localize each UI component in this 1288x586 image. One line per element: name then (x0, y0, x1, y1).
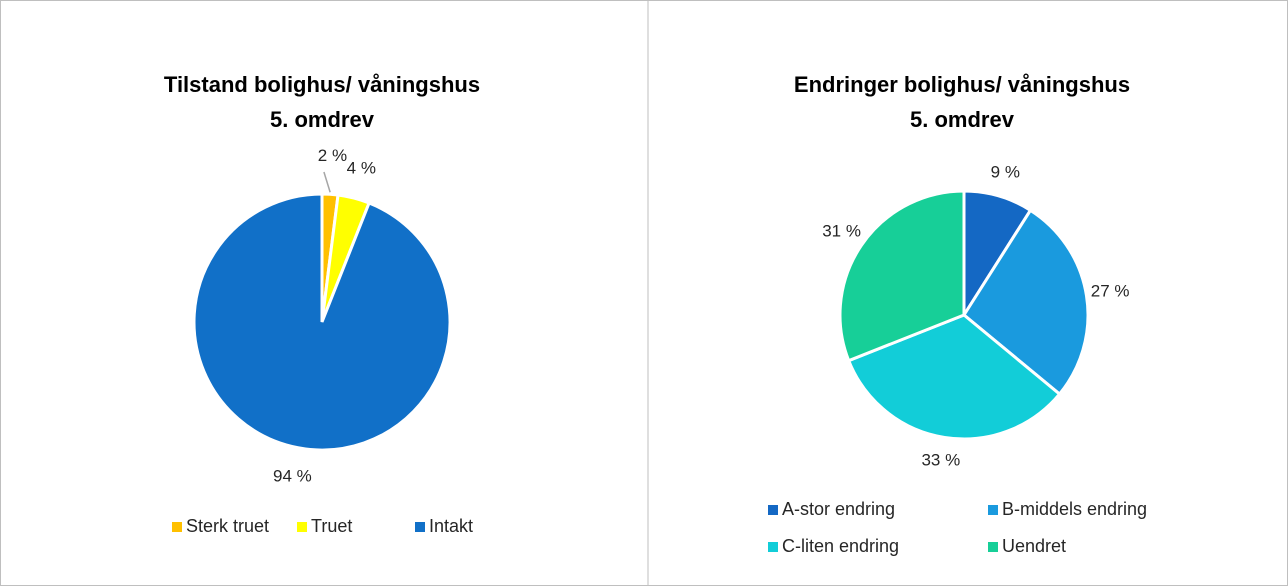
legend-label: B-middels endring (1002, 499, 1147, 519)
data-label: 27 % (1091, 281, 1130, 300)
legend-label: Sterk truet (186, 516, 269, 536)
legend-label: A-stor endring (782, 499, 895, 519)
pie-slice (962, 208, 1090, 397)
legend-marker (988, 542, 998, 552)
legend-label: Truet (311, 516, 352, 536)
legend-label: C-liten endring (782, 536, 899, 556)
chart-title: Tilstand bolighus/ våningshus (164, 72, 480, 97)
data-label: 33 % (921, 451, 960, 470)
pie-slice (192, 192, 452, 452)
chart-subtitle: 5. omdrev (270, 107, 375, 132)
data-label: 31 % (822, 221, 861, 240)
pie-slice (846, 313, 1062, 441)
legend-marker (988, 505, 998, 515)
data-label: 94 % (273, 467, 312, 486)
legend-marker (415, 522, 425, 532)
legend-marker (172, 522, 182, 532)
data-label: 4 % (347, 158, 376, 177)
chart-title: Endringer bolighus/ våningshus (794, 72, 1130, 97)
legend-marker (768, 542, 778, 552)
data-label: 9 % (991, 162, 1020, 181)
pie-slice (838, 189, 966, 363)
legend-marker (297, 522, 307, 532)
chart-subtitle: 5. omdrev (910, 107, 1015, 132)
leader-line (323, 171, 331, 193)
legend-label: Uendret (1002, 536, 1066, 556)
data-label: 2 % (318, 146, 347, 165)
legend-label: Intakt (429, 516, 473, 536)
legend-marker (768, 505, 778, 515)
